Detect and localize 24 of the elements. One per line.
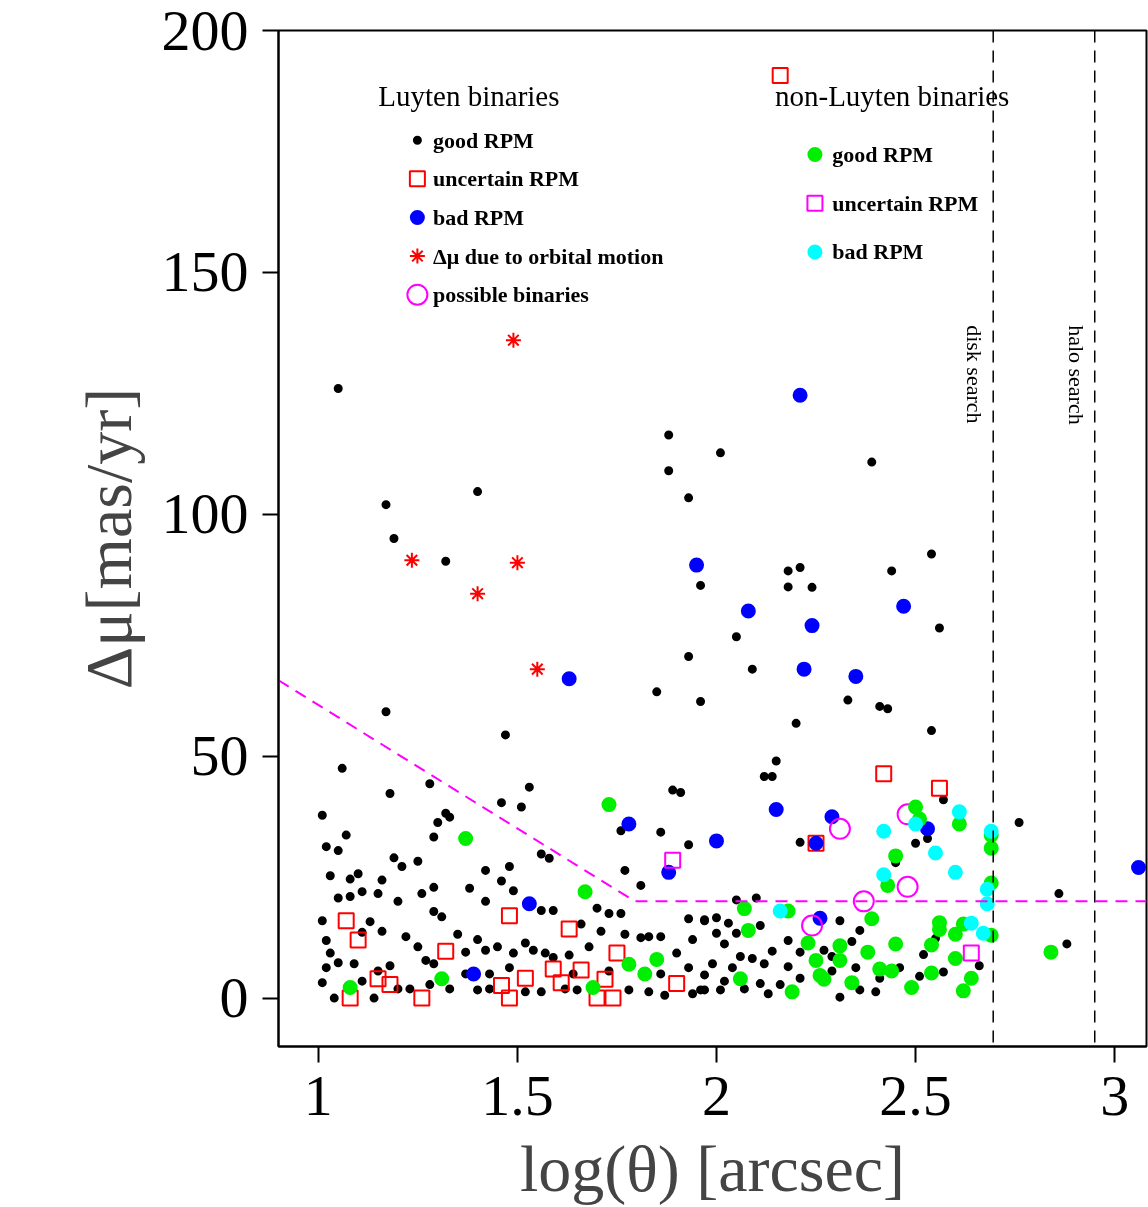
x-tick-label: 2 [701, 1062, 731, 1128]
x-tick-label: 2.5 [879, 1062, 952, 1128]
legend-label: possible binaries [433, 282, 590, 308]
x-tick-label: 1.5 [481, 1062, 554, 1128]
y-tick-label: 100 [161, 481, 249, 547]
ref-line-label: halo search [1063, 325, 1089, 425]
legend-label: good RPM [433, 127, 535, 153]
x-axis-title: log(θ) [arcsec] [519, 1131, 906, 1206]
annotation: Luyten binaries [378, 79, 560, 112]
ref-line-label: disk search [962, 325, 988, 424]
x-tick-label: 3 [1100, 1062, 1130, 1128]
y-tick-label: 50 [190, 723, 249, 789]
legend-label: uncertain RPM [832, 190, 979, 216]
legend-label: bad RPM [433, 204, 525, 230]
legend-label: good RPM [832, 141, 934, 167]
legend-label: uncertain RPM [433, 166, 580, 192]
legend-label: Δμ due to orbital motion [433, 243, 664, 269]
annotation: non-Luyten binaries [775, 79, 1010, 112]
legend-label: bad RPM [832, 239, 924, 265]
y-axis-title: Δμ[mas/yr] [71, 387, 145, 690]
y-tick-label: 0 [219, 965, 249, 1031]
x-tick-label: 1 [303, 1062, 333, 1128]
y-tick-label: 150 [161, 239, 249, 305]
y-tick-label: 200 [161, 0, 249, 63]
